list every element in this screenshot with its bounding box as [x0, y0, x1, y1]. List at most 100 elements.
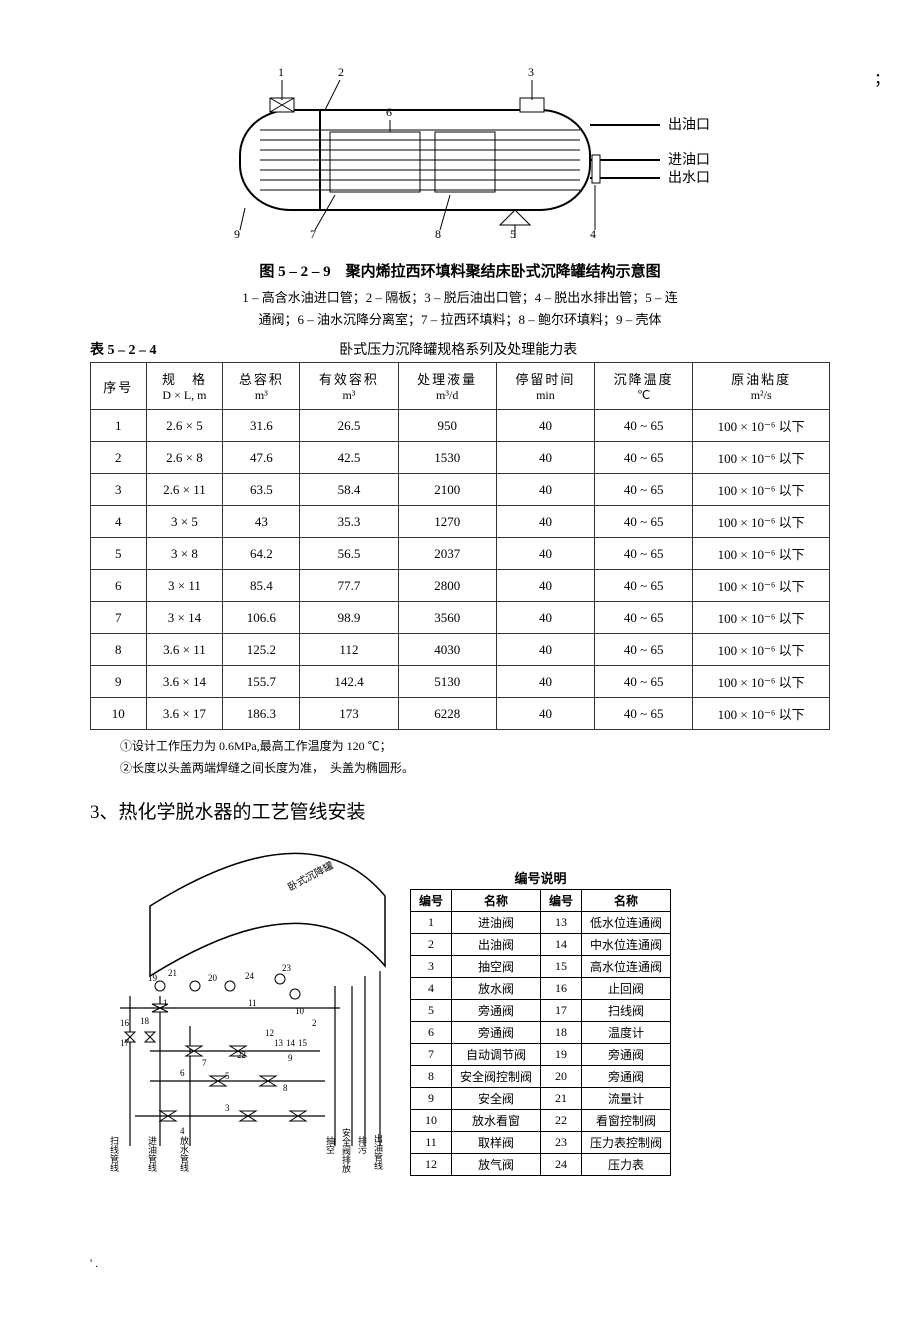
table-cell: 26.5 — [300, 410, 398, 442]
legend-cell: 1 — [411, 912, 452, 934]
table-cell: 2.6 × 5 — [146, 410, 223, 442]
legend-cell: 2 — [411, 934, 452, 956]
table-cell: 1270 — [398, 506, 496, 538]
table-cell: 106.6 — [223, 602, 300, 634]
legend-cell: 20 — [541, 1066, 582, 1088]
legend-cell: 旁通阀 — [452, 1022, 541, 1044]
table-cell: 100 × 10⁻⁶ 以下 — [693, 666, 830, 698]
legend-cell: 7 — [411, 1044, 452, 1066]
svg-text:20: 20 — [208, 973, 218, 983]
legend-cell: 13 — [541, 912, 582, 934]
svg-text:15: 15 — [298, 1038, 308, 1048]
legend-cell: 流量计 — [582, 1088, 671, 1110]
legend-cell: 12 — [411, 1154, 452, 1176]
table-caption: 卧式压力沉降罐规格系列及处理能力表 — [339, 339, 577, 359]
table-cell: 10 — [91, 698, 147, 730]
legend-cell: 扫线阀 — [582, 1000, 671, 1022]
legend-cell: 22 — [541, 1110, 582, 1132]
table-cell: 40 ~ 65 — [595, 538, 693, 570]
table-row: 73 × 14106.698.935604040 ~ 65100 × 10⁻⁶ … — [91, 602, 830, 634]
note-1: ①设计工作压力为 0.6MPa,最高工作温度为 120 ℃； — [120, 736, 830, 758]
page-footer: ' . — [90, 1256, 830, 1271]
legend-row: 4放水阀16止回阀 — [411, 978, 671, 1000]
svg-text:14: 14 — [286, 1038, 296, 1048]
table-cell: 63.5 — [223, 474, 300, 506]
svg-text:6: 6 — [386, 105, 392, 119]
legend-cell: 15 — [541, 956, 582, 978]
legend-cell: 旁通阀 — [582, 1066, 671, 1088]
legend-cell: 3 — [411, 956, 452, 978]
legend-row: 5旁通阀17扫线阀 — [411, 1000, 671, 1022]
table-cell: 5 — [91, 538, 147, 570]
legend-row: 3抽空阀15高水位连通阀 — [411, 956, 671, 978]
table-cell: 64.2 — [223, 538, 300, 570]
svg-text:5: 5 — [510, 227, 516, 240]
svg-text:4: 4 — [590, 227, 596, 240]
table-cell: 40 — [496, 666, 594, 698]
table-cell: 40 — [496, 570, 594, 602]
legend-cell: 自动调节阀 — [452, 1044, 541, 1066]
table-cell: 40 ~ 65 — [595, 474, 693, 506]
legend-cell: 10 — [411, 1110, 452, 1132]
table-cell: 31.6 — [223, 410, 300, 442]
legend-cell: 24 — [541, 1154, 582, 1176]
legend-cell: 放气阀 — [452, 1154, 541, 1176]
table-cell: 100 × 10⁻⁶ 以下 — [693, 442, 830, 474]
svg-text:24: 24 — [245, 971, 255, 981]
figure-legend-line1: 1 – 高含水油进口管；2 – 隔板；3 – 脱后油出口管；4 – 脱出水排出管… — [242, 290, 678, 305]
table-cell: 100 × 10⁻⁶ 以下 — [693, 602, 830, 634]
legend-col-num2: 编号 — [541, 890, 582, 912]
svg-text:扫线管线: 扫线管线 — [109, 1135, 119, 1172]
label-oil-out: 出油口 — [668, 117, 710, 133]
col-seq: 序号 — [91, 363, 147, 410]
legend-cell: 高水位连通阀 — [582, 956, 671, 978]
legend-row: 7自动调节阀19旁通阀 — [411, 1044, 671, 1066]
table-cell: 100 × 10⁻⁶ 以下 — [693, 506, 830, 538]
table-cell: 100 × 10⁻⁶ 以下 — [693, 570, 830, 602]
table-row: 43 × 54335.312704040 ~ 65100 × 10⁻⁶ 以下 — [91, 506, 830, 538]
table-cell: 6 — [91, 570, 147, 602]
piping-diagram: 卧式沉降罐 — [90, 836, 390, 1176]
table-cell: 7 — [91, 602, 147, 634]
col-flow: 处理液量m³/d — [398, 363, 496, 410]
svg-text:5: 5 — [225, 1071, 230, 1081]
table-cell: 40 ~ 65 — [595, 634, 693, 666]
legend-cell: 出油阀 — [452, 934, 541, 956]
legend-cell: 9 — [411, 1088, 452, 1110]
svg-text:11: 11 — [248, 998, 257, 1008]
table-header-row: 序号 规 格D × L, m 总容积m³ 有效容积m³ 处理液量m³/d 停留时… — [91, 363, 830, 410]
svg-text:7: 7 — [202, 1058, 207, 1068]
table-row: 32.6 × 1163.558.421004040 ~ 65100 × 10⁻⁶… — [91, 474, 830, 506]
table-row: 93.6 × 14155.7142.451304040 ~ 65100 × 10… — [91, 666, 830, 698]
legend-col-name1: 名称 — [452, 890, 541, 912]
svg-text:2: 2 — [338, 65, 344, 79]
table-cell: 4 — [91, 506, 147, 538]
table-cell: 100 × 10⁻⁶ 以下 — [693, 634, 830, 666]
table-cell: 1 — [91, 410, 147, 442]
col-eff-vol: 有效容积m³ — [300, 363, 398, 410]
svg-text:1: 1 — [163, 998, 168, 1008]
table-cell: 142.4 — [300, 666, 398, 698]
table-cell: 40 ~ 65 — [595, 666, 693, 698]
legend-cell: 取样阀 — [452, 1132, 541, 1154]
table-cell: 2100 — [398, 474, 496, 506]
table-cell: 5130 — [398, 666, 496, 698]
legend-cell: 抽空阀 — [452, 956, 541, 978]
legend-cell: 8 — [411, 1066, 452, 1088]
legend-cell: 安全阀控制阀 — [452, 1066, 541, 1088]
table-cell: 1530 — [398, 442, 496, 474]
table-cell: 100 × 10⁻⁶ 以下 — [693, 410, 830, 442]
label-water-out: 出水口 — [668, 170, 710, 186]
table-cell: 40 — [496, 538, 594, 570]
legend-cell: 23 — [541, 1132, 582, 1154]
table-cell: 6228 — [398, 698, 496, 730]
spec-table: 序号 规 格D × L, m 总容积m³ 有效容积m³ 处理液量m³/d 停留时… — [90, 362, 830, 730]
legend-col-name2: 名称 — [582, 890, 671, 912]
figure-title: 图 5 – 2 – 9 聚内烯拉西环填料聚结床卧式沉降罐结构示意图 — [90, 260, 830, 281]
svg-text:4: 4 — [180, 1126, 185, 1136]
table-cell: 2.6 × 8 — [146, 442, 223, 474]
table-cell: 42.5 — [300, 442, 398, 474]
legend-row: 9安全阀21流量计 — [411, 1088, 671, 1110]
table-cell: 40 ~ 65 — [595, 506, 693, 538]
table-cell: 40 ~ 65 — [595, 602, 693, 634]
